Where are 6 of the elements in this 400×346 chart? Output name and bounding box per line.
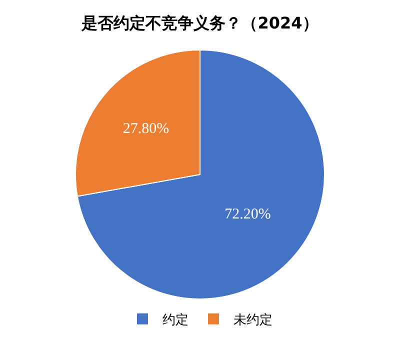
legend-label: 未约定 bbox=[234, 313, 272, 328]
chart-title: 是否约定不竞争义务？（2024） bbox=[80, 14, 318, 32]
legend-label: 约定 bbox=[162, 313, 188, 328]
data-label: 72.20% bbox=[224, 206, 271, 222]
data-label: 27.80% bbox=[122, 121, 170, 138]
pie-slice bbox=[76, 50, 325, 300]
